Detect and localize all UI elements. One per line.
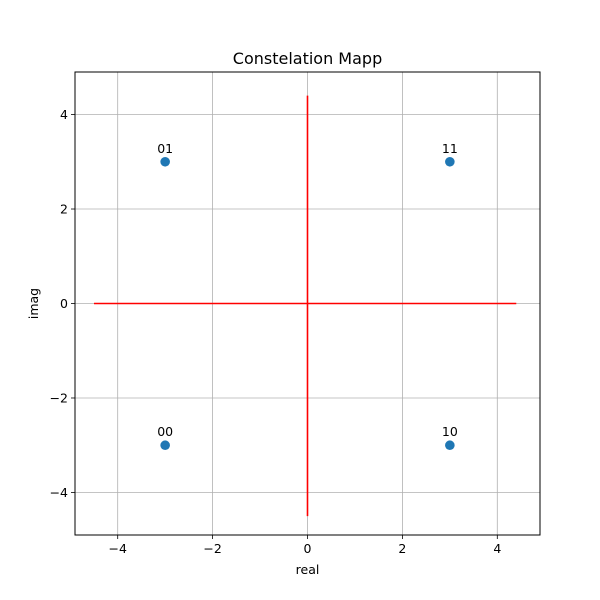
x-tick-label: 0	[304, 541, 312, 556]
y-tick-label: 4	[60, 107, 68, 122]
data-point	[445, 156, 455, 167]
y-ticks: −4 −2 0 2 4	[50, 107, 75, 500]
point-label: 01	[157, 141, 173, 156]
y-tick-label: 0	[60, 296, 68, 311]
point-label: 10	[442, 424, 458, 439]
y-tick-label: −4	[50, 485, 68, 500]
data-point	[160, 440, 170, 451]
x-tick-label: −2	[203, 541, 221, 556]
point-label: 11	[442, 141, 458, 156]
y-tick-label: 2	[60, 202, 68, 217]
y-axis-label: imag	[26, 288, 41, 319]
x-tick-label: 2	[398, 541, 406, 556]
x-tick-label: −4	[108, 541, 126, 556]
data-point	[160, 156, 170, 167]
x-axis-label: real	[296, 562, 320, 577]
x-ticks: −4 −2 0 2 4	[108, 535, 501, 556]
point-label: 00	[157, 424, 173, 439]
y-tick-label: −2	[50, 390, 68, 405]
data-point	[445, 440, 455, 451]
axis-lines	[93, 95, 517, 517]
data-points: 01 11 00 10	[157, 141, 458, 451]
chart-title: Constelation Mapp	[233, 49, 382, 68]
x-tick-label: 4	[493, 541, 501, 556]
